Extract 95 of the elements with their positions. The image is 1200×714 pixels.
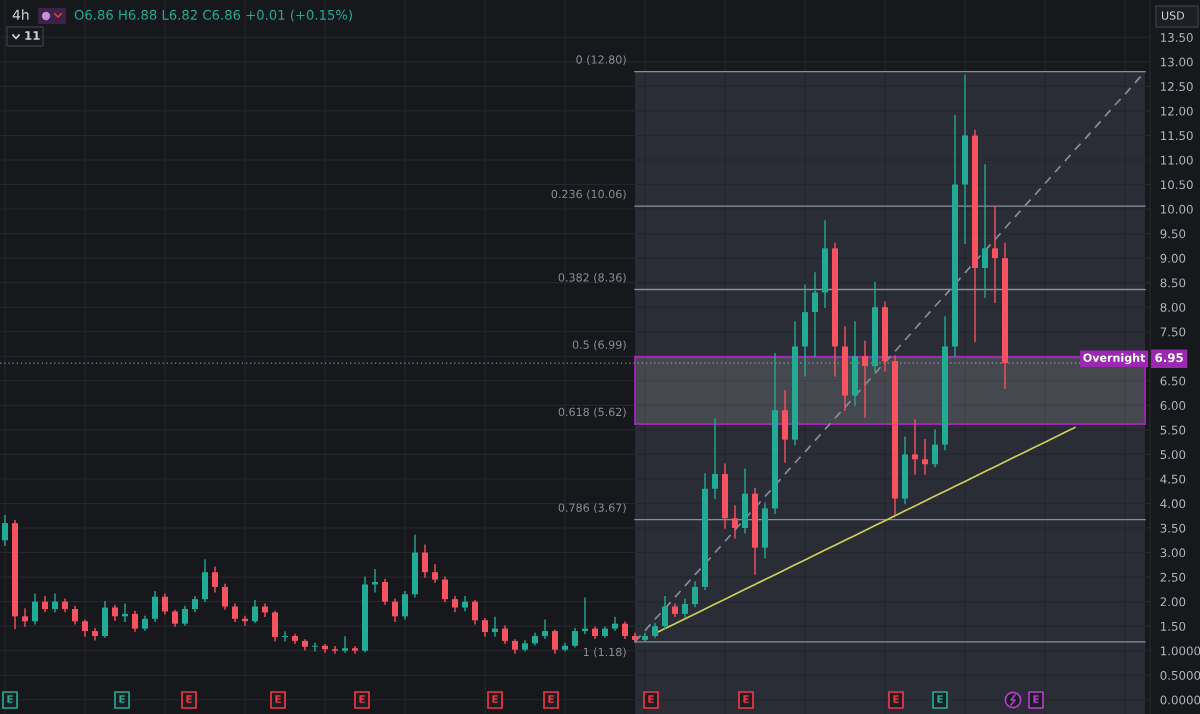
y-tick-label: 10.50	[1161, 180, 1193, 190]
candlestick	[692, 581, 698, 608]
candlestick	[432, 564, 438, 583]
annotation: E	[743, 695, 749, 703]
candlestick	[422, 544, 428, 578]
candlestick	[462, 596, 468, 612]
candlestick	[472, 599, 478, 625]
candlestick	[922, 438, 928, 475]
candlestick	[2, 515, 8, 546]
y-tick-label: 6.00	[1160, 401, 1186, 410]
annotation: 6.95	[1155, 353, 1183, 363]
candlestick	[612, 616, 618, 631]
annotation: E	[1033, 695, 1039, 703]
ref-line-label: 0.382 (8.36)	[558, 273, 626, 283]
candlestick	[992, 205, 998, 303]
y-tick-label: 2.50	[1160, 572, 1186, 582]
candlestick	[342, 636, 348, 653]
annotation: E	[119, 695, 125, 703]
candlestick	[632, 632, 638, 643]
candlestick	[572, 627, 578, 648]
candlestick	[392, 598, 398, 622]
candlestick	[642, 632, 648, 643]
y-tick-label: 4.50	[1160, 474, 1186, 484]
candlestick	[282, 631, 288, 642]
candlestick	[312, 642, 318, 652]
candlestick	[252, 599, 258, 623]
candlestick	[812, 272, 818, 357]
y-tick-label: 2.00	[1160, 597, 1186, 607]
candlestick	[162, 593, 168, 615]
candlestick	[152, 591, 158, 622]
candlestick	[712, 418, 718, 500]
candlestick	[382, 578, 388, 605]
y-tick-label: 5.50	[1160, 425, 1186, 435]
y-tick-label: 9.50	[1160, 229, 1186, 239]
candlestick	[52, 593, 58, 613]
y-tick-label: 6.50	[1160, 376, 1186, 386]
ref-line-label: 0.618 (5.62)	[558, 407, 626, 418]
annotation: E	[359, 695, 365, 703]
y-tick-label: 12.00	[1161, 106, 1193, 116]
y-tick-label: 1.0000	[1161, 646, 1200, 656]
candlestick	[912, 419, 918, 475]
annotation: E	[275, 695, 281, 703]
y-tick-label: 7.50	[1160, 327, 1186, 337]
candlestick	[862, 340, 868, 418]
y-tick-label: 4.00	[1160, 499, 1186, 509]
annotation: E	[7, 695, 13, 703]
annotation: E	[548, 695, 554, 703]
candlestick	[42, 596, 48, 613]
candlestick	[22, 608, 28, 627]
ref-line-label: 0.5 (6.99)	[572, 340, 626, 351]
candlestick	[662, 596, 668, 630]
candlestick	[552, 629, 558, 654]
text: 4h	[12, 9, 29, 20]
annotation: E	[937, 695, 943, 703]
y-tick-label: 0.0000	[1160, 695, 1200, 705]
candlestick	[402, 591, 408, 620]
y-tick-label: 11.50	[1161, 131, 1193, 141]
ref-line-label: 1 (1.18)	[583, 647, 626, 658]
candlestick	[932, 429, 938, 468]
candlestick	[332, 646, 338, 654]
y-tick-label: 0.5000	[1160, 670, 1200, 680]
y-tick-label: 5.00	[1160, 450, 1186, 460]
y-tick-label: 13.50	[1161, 33, 1193, 42]
annotation: E	[186, 695, 192, 703]
candlestick	[132, 610, 138, 632]
candlestick	[542, 619, 548, 640]
ref-line-label: 0.236 (10.06)	[551, 189, 626, 200]
candlestick	[352, 646, 358, 654]
y-tick-label: 1.50	[1161, 621, 1186, 631]
y-tick-label: 8.50	[1160, 278, 1186, 288]
candlestick	[442, 576, 448, 603]
candlestick	[982, 164, 988, 299]
y-tick-label: 3.50	[1160, 523, 1186, 533]
candlestick	[32, 593, 38, 625]
text: USD	[1161, 11, 1185, 20]
candlestick	[92, 627, 98, 641]
y-tick-label: 12.50	[1161, 82, 1193, 92]
candlestick	[212, 566, 218, 593]
y-tick-label: 8.00	[1160, 302, 1186, 312]
y-tick-label: 10.00	[1161, 204, 1193, 214]
y-tick-label: 11.00	[1161, 155, 1193, 165]
y-tick-label: 13.00	[1161, 57, 1193, 67]
text: O6.86 H6.88 L6.82 C6.86 +0.01 (+0.15%)	[74, 9, 352, 22]
candlestick	[732, 505, 738, 539]
annotation: E	[893, 695, 899, 703]
annotation: 11	[25, 31, 40, 40]
ref-line-label: 0.786 (3.67)	[558, 503, 626, 514]
annotation: Overnight	[1083, 353, 1146, 365]
ref-line-label: 0 (12.80)	[576, 55, 626, 66]
candlestick	[222, 583, 228, 610]
annotation: E	[492, 695, 498, 703]
y-tick-label: 3.00	[1160, 548, 1186, 558]
y-tick-label: 9.00	[1160, 253, 1186, 263]
candlestick	[182, 605, 188, 626]
annotation: E	[648, 695, 654, 703]
